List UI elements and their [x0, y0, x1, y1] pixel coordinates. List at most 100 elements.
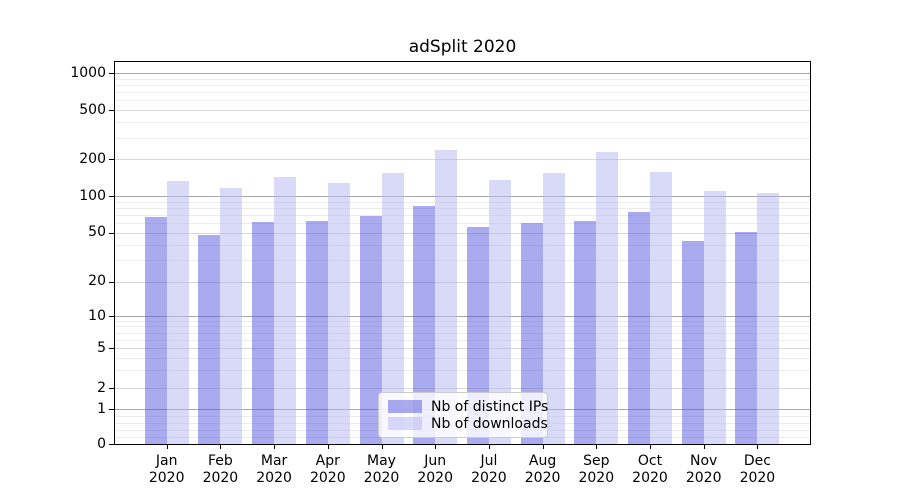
x-tick-mark — [274, 445, 276, 449]
bar-downloads — [488, 180, 511, 444]
bar-distinct-ips — [574, 221, 597, 444]
x-tick-label-line: 2020 — [524, 470, 561, 486]
y-tick-mark — [109, 444, 114, 445]
y-tick-label: 10 — [88, 307, 106, 324]
plot-area: Nb of distinct IPs Nb of downloads — [114, 61, 811, 445]
bar-downloads — [274, 176, 297, 444]
legend-swatch-downloads — [388, 417, 422, 430]
x-tick-label-line: 2020 — [309, 470, 346, 486]
legend-row: Nb of downloads — [388, 415, 548, 432]
x-tick-label: Jun 2020 — [403, 453, 467, 487]
x-tick-label-line: Dec — [743, 453, 771, 469]
legend-label: Nb of distinct IPs — [431, 398, 549, 415]
x-tick-label-line: Oct — [637, 453, 663, 469]
gridline — [115, 196, 810, 198]
x-tick-label-line: 2020 — [739, 470, 776, 486]
gridline — [115, 357, 810, 359]
x-tick-mark — [650, 445, 651, 449]
y-tick-mark — [109, 348, 114, 349]
x-tick-mark — [166, 445, 168, 449]
x-tick-label-line: Jan — [155, 453, 178, 469]
bar-distinct-ips — [681, 240, 704, 444]
y-tick-mark — [109, 73, 114, 75]
x-tick-label: Jul 2020 — [457, 453, 521, 487]
bar-distinct-ips — [305, 221, 328, 444]
y-tick-mark — [109, 232, 114, 234]
y-tick-mark — [109, 281, 114, 283]
x-tick-mark — [488, 445, 490, 449]
x-tick-label-line: Jun — [424, 453, 447, 469]
bar-downloads — [757, 192, 780, 444]
y-tick-label: 100 — [79, 187, 106, 204]
y-tick-label: 0 — [97, 435, 106, 452]
y-tick-mark — [109, 196, 114, 198]
gridline — [115, 159, 810, 161]
x-tick-label: Jan 2020 — [135, 453, 199, 487]
gridline — [115, 244, 810, 246]
x-tick-label-line: Jul — [480, 453, 498, 469]
bar-distinct-ips — [413, 205, 436, 444]
gridline — [115, 201, 810, 203]
bar-downloads — [327, 183, 350, 444]
x-tick-label-line: Feb — [207, 453, 233, 469]
y-tick-label: 50 — [88, 224, 106, 241]
bar-distinct-ips — [466, 226, 489, 444]
bar-distinct-ips — [252, 222, 275, 444]
bar-downloads — [596, 152, 619, 444]
gridline — [115, 259, 810, 261]
gridline — [115, 92, 810, 94]
x-tick-label-line: 2020 — [148, 470, 185, 486]
bar-distinct-ips — [144, 217, 167, 444]
x-tick-label: Aug 2020 — [511, 453, 575, 487]
x-tick-label-line: 2020 — [202, 470, 239, 486]
bar-downloads — [381, 173, 404, 444]
x-tick-label: Sep 2020 — [564, 453, 628, 487]
y-tick-label: 5 — [97, 339, 106, 356]
y-tick-label: 500 — [79, 101, 106, 118]
bar-downloads — [542, 173, 565, 444]
x-tick-label: Dec 2020 — [725, 453, 789, 487]
gridline — [115, 73, 810, 75]
gridline — [115, 85, 810, 87]
y-tick-label: 200 — [79, 150, 106, 167]
x-tick-label: Nov 2020 — [672, 453, 736, 487]
y-tick-mark — [109, 159, 114, 161]
gridline — [115, 332, 810, 334]
gridline — [115, 137, 810, 139]
bar-downloads — [435, 150, 458, 444]
x-tick-label-line: 2020 — [471, 470, 507, 486]
y-tick-label: 2 — [97, 379, 106, 396]
gridline — [115, 339, 810, 341]
x-tick-mark — [703, 445, 705, 449]
gridline — [115, 122, 810, 123]
gridline — [115, 348, 810, 349]
x-tick-label-line: Nov — [690, 453, 718, 469]
y-tick-mark — [109, 110, 114, 111]
bar-downloads — [166, 181, 189, 444]
legend-label: Nb of downloads — [431, 415, 548, 432]
gridline — [115, 100, 810, 102]
gridline — [115, 208, 810, 209]
bar-downloads — [650, 171, 672, 444]
x-tick-label-line: 2020 — [256, 470, 292, 486]
bar-distinct-ips — [628, 212, 650, 444]
gridline — [115, 78, 810, 80]
x-tick-mark — [596, 445, 598, 449]
x-tick-label-line: 2020 — [685, 470, 722, 486]
gridline — [115, 316, 810, 317]
x-tick-label-line: Sep — [583, 453, 610, 469]
x-tick-label-line: Apr — [315, 453, 340, 469]
x-tick-label: Mar 2020 — [242, 453, 306, 487]
gridline — [115, 281, 810, 283]
x-tick-label-line: 2020 — [578, 470, 615, 486]
x-tick-mark — [542, 445, 544, 449]
x-tick-label-line: 2020 — [632, 470, 668, 486]
gridline — [115, 326, 810, 328]
x-tick-label: Oct 2020 — [618, 453, 682, 487]
gridline — [115, 110, 810, 111]
x-tick-mark — [327, 445, 329, 449]
bar-downloads — [703, 190, 726, 444]
bar-downloads — [220, 188, 243, 444]
legend-row: Nb of distinct IPs — [388, 398, 548, 415]
x-tick-mark — [220, 445, 222, 449]
